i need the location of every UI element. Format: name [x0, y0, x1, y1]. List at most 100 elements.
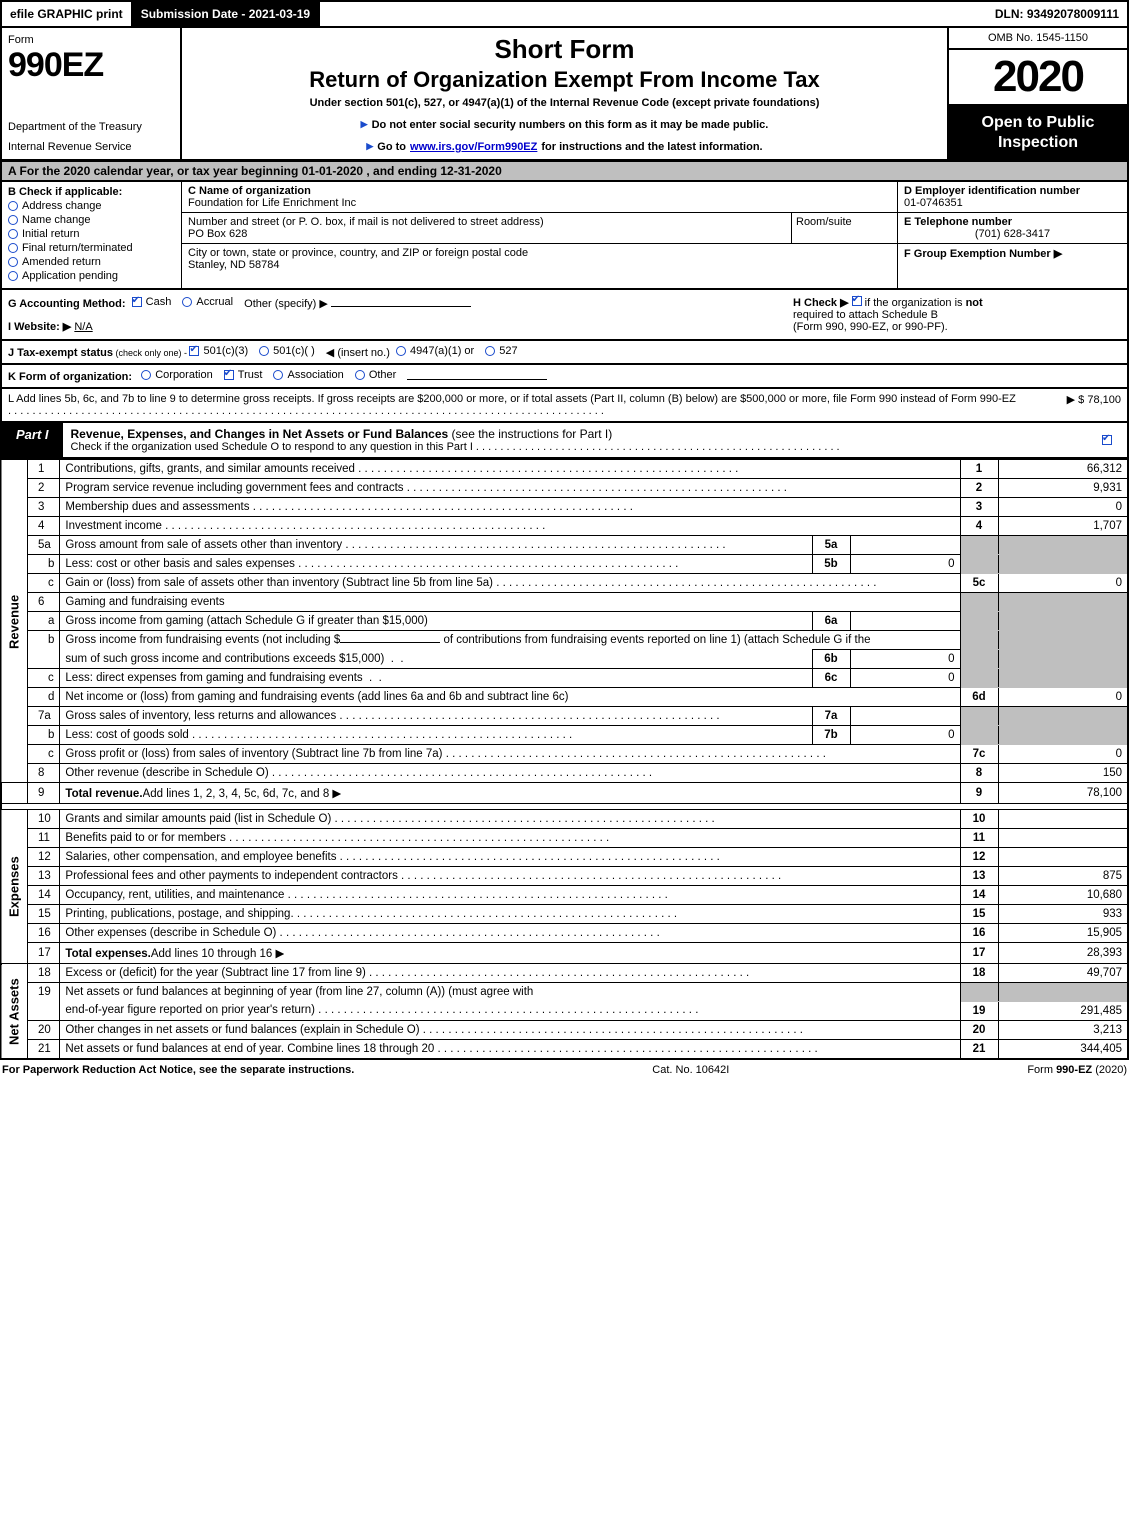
chk-initial-return[interactable]: Initial return	[8, 228, 175, 240]
dept-irs: Internal Revenue Service	[8, 141, 174, 153]
part1-checkbox[interactable]	[1087, 423, 1127, 457]
line-11: 11Benefits paid to or for members11	[1, 829, 1128, 848]
chk-name-change[interactable]: Name change	[8, 214, 175, 226]
footer-mid: Cat. No. 10642I	[652, 1064, 729, 1076]
k-other[interactable]: Other	[355, 369, 397, 381]
line-17: 17Total expenses. Add lines 10 through 1…	[1, 943, 1128, 964]
line-6b-1: b Gross income from fundraising events (…	[1, 631, 1128, 650]
line-9: 9 Total revenue. Add lines 1, 2, 3, 4, 5…	[1, 783, 1128, 804]
directive-2: ▶ Go to www.irs.gov/Form990EZ for instru…	[192, 141, 937, 153]
chk-application-pending[interactable]: Application pending	[8, 270, 175, 282]
header-left: Form 990EZ Department of the Treasury In…	[2, 28, 182, 159]
efile-label[interactable]: efile GRAPHIC print	[2, 2, 133, 26]
line-21: 21Net assets or fund balances at end of …	[1, 1039, 1128, 1059]
j-row: J Tax-exempt status (check only one) - 5…	[0, 341, 1129, 365]
col-b-heading: B Check if applicable:	[8, 186, 175, 198]
form-number: 990EZ	[8, 46, 174, 85]
header-right: OMB No. 1545-1150 2020 Open to Public In…	[947, 28, 1127, 159]
j-501c3[interactable]: 501(c)(3)	[189, 345, 248, 357]
line-4: 4Investment income 41,707	[1, 517, 1128, 536]
tel-value: (701) 628-3417	[904, 228, 1121, 240]
i-label: I Website: ▶	[8, 321, 71, 333]
tax-year: 2020	[949, 50, 1127, 106]
rot-netassets: Net Assets	[1, 964, 28, 1059]
irs-link[interactable]: www.irs.gov/Form990EZ	[410, 141, 537, 153]
line-5c: cGain or (loss) from sale of assets othe…	[1, 574, 1128, 593]
col-d: D Employer identification number 01-0746…	[897, 182, 1127, 288]
part1-table: Revenue 1 Contributions, gifts, grants, …	[0, 459, 1129, 1060]
line-7b: bLess: cost of goods sold 7b0	[1, 726, 1128, 745]
return-title: Return of Organization Exempt From Incom…	[192, 67, 937, 93]
line-14: 14Occupancy, rent, utilities, and mainte…	[1, 886, 1128, 905]
k-corp[interactable]: Corporation	[141, 369, 212, 381]
line-6b-2: sum of such gross income and contributio…	[1, 650, 1128, 669]
line-18: Net Assets 18Excess or (deficit) for the…	[1, 964, 1128, 983]
open-public: Open to Public Inspection	[949, 106, 1127, 159]
omb-number: OMB No. 1545-1150	[949, 28, 1127, 50]
col-b: B Check if applicable: Address change Na…	[2, 182, 182, 288]
line-3: 3Membership dues and assessments 30	[1, 498, 1128, 517]
org-city: Stanley, ND 58784	[188, 259, 280, 271]
rot-expenses: Expenses	[1, 810, 28, 964]
l-text: L Add lines 5b, 6c, and 7b to line 9 to …	[8, 393, 1016, 405]
group-exemption: F Group Exemption Number ▶	[898, 244, 1127, 288]
form-header: Form 990EZ Department of the Treasury In…	[0, 28, 1129, 161]
gh-row: G Accounting Method: Cash Accrual Other …	[0, 290, 1129, 341]
g-label: G Accounting Method:	[8, 298, 126, 310]
org-name: Foundation for Life Enrichment Inc	[188, 197, 356, 209]
org-address: PO Box 628	[188, 228, 247, 240]
line-8: 8Other revenue (describe in Schedule O) …	[1, 764, 1128, 783]
org-name-row: C Name of organization Foundation for Li…	[182, 182, 897, 213]
g-cash[interactable]: Cash	[132, 296, 172, 308]
gh-right: H Check ▶ if the organization is not req…	[787, 290, 1127, 339]
g-accrual[interactable]: Accrual	[182, 296, 233, 308]
footer-right: Form 990-EZ (2020)	[1027, 1064, 1127, 1076]
short-form-title: Short Form	[192, 34, 937, 65]
rot-revenue: Revenue	[1, 460, 28, 783]
info-block: B Check if applicable: Address change Na…	[0, 182, 1129, 290]
form-word: Form	[8, 34, 174, 46]
line-7c: cGross profit or (loss) from sales of in…	[1, 745, 1128, 764]
submission-date: Submission Date - 2021-03-19	[133, 2, 320, 26]
line-1: Revenue 1 Contributions, gifts, grants, …	[1, 460, 1128, 479]
line-6a: aGross income from gaming (attach Schedu…	[1, 612, 1128, 631]
chk-address-change[interactable]: Address change	[8, 200, 175, 212]
line-19a: 19Net assets or fund balances at beginni…	[1, 983, 1128, 1002]
g-other: Other (specify) ▶	[244, 298, 328, 310]
l-value: 78,100	[1087, 394, 1121, 406]
line-6d: dNet income or (loss) from gaming and fu…	[1, 688, 1128, 707]
line-10: Expenses 10Grants and similar amounts pa…	[1, 810, 1128, 829]
k-trust[interactable]: Trust	[224, 369, 263, 381]
line-2: 2Program service revenue including gover…	[1, 479, 1128, 498]
line-7a: 7aGross sales of inventory, less returns…	[1, 707, 1128, 726]
k-row: K Form of organization: Corporation Trus…	[0, 365, 1129, 389]
line-5b: bLess: cost or other basis and sales exp…	[1, 555, 1128, 574]
page-footer: For Paperwork Reduction Act Notice, see …	[0, 1060, 1129, 1080]
part1-title: Revenue, Expenses, and Changes in Net As…	[63, 423, 1087, 457]
room-suite: Room/suite	[791, 213, 891, 243]
line-6: 6Gaming and fundraising events	[1, 593, 1128, 612]
chk-amended-return[interactable]: Amended return	[8, 256, 175, 268]
line-13: 13Professional fees and other payments t…	[1, 867, 1128, 886]
j-527[interactable]: 527	[485, 345, 517, 357]
line-19b: end-of-year figure reported on prior yea…	[1, 1001, 1128, 1020]
addr-row: Number and street (or P. O. box, if mail…	[182, 213, 897, 244]
line-12: 12Salaries, other compensation, and empl…	[1, 848, 1128, 867]
j-4947[interactable]: 4947(a)(1) or	[396, 345, 474, 357]
dln: DLN: 93492078009111	[987, 2, 1127, 26]
top-bar: efile GRAPHIC print Submission Date - 20…	[0, 0, 1129, 28]
ein-value: 01-0746351	[904, 197, 963, 209]
line-6c: cLess: direct expenses from gaming and f…	[1, 669, 1128, 688]
line-20: 20Other changes in net assets or fund ba…	[1, 1020, 1128, 1039]
k-assoc[interactable]: Association	[273, 369, 343, 381]
ein-row: D Employer identification number 01-0746…	[898, 182, 1127, 213]
part1-header: Part I Revenue, Expenses, and Changes in…	[0, 423, 1129, 459]
chk-final-return[interactable]: Final return/terminated	[8, 242, 175, 254]
line-16: 16Other expenses (describe in Schedule O…	[1, 924, 1128, 943]
col-c: C Name of organization Foundation for Li…	[182, 182, 897, 288]
tel-row: E Telephone number (701) 628-3417	[898, 213, 1127, 244]
line-15: 15Printing, publications, postage, and s…	[1, 905, 1128, 924]
j-501c[interactable]: 501(c)( )	[259, 345, 315, 357]
h-checkbox[interactable]	[852, 296, 862, 306]
under-section: Under section 501(c), 527, or 4947(a)(1)…	[192, 97, 937, 109]
